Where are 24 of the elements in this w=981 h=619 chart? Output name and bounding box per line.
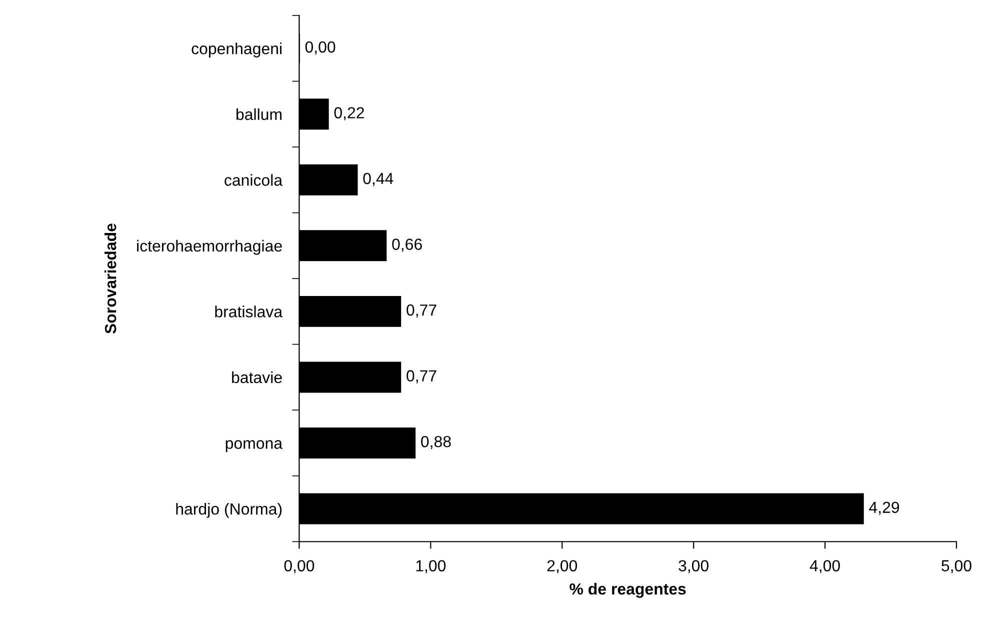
x-tick-label: 3,00 [678,560,708,574]
data-label: 0,00 [305,41,336,55]
y-axis-title: Sorovariedade [104,224,116,334]
data-label: 4,29 [869,502,900,515]
y-tick-label: batavie [232,371,282,384]
data-label: 0,88 [421,436,451,450]
y-tick-label: ballum [236,108,282,120]
y-tick-label: pomona [226,440,283,452]
y-tick-label: hardjo (Norma) [176,502,282,518]
data-label: 0,44 [363,172,394,186]
x-tick-label: 0,00 [284,560,314,574]
y-tick-label: bratislava [215,306,283,318]
y-tick-label: canicola [224,174,283,186]
data-label: 0,77 [406,370,436,384]
x-tick-label: 4,00 [810,560,840,574]
data-label: 0,22 [334,107,364,120]
y-tick-label: icterohaemorrhagiae [137,240,282,255]
x-tick-label: 5,00 [942,560,972,574]
y-tick-label: copenhageni [192,42,282,58]
x-tick-label: 1,00 [416,560,446,574]
data-label: 0,77 [406,304,436,318]
data-label: 0,66 [392,238,422,252]
x-axis-title: % de reagentes [570,582,686,598]
x-tick-label: 2,00 [547,560,578,574]
